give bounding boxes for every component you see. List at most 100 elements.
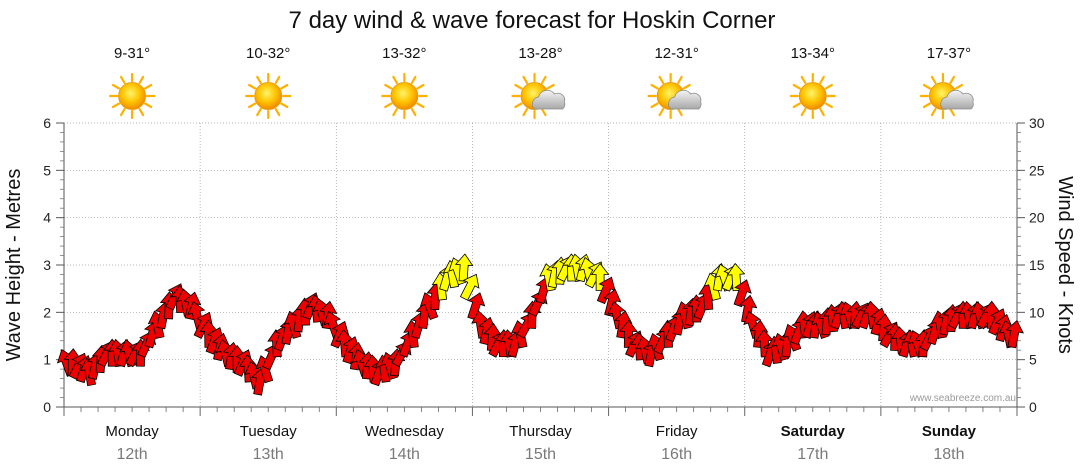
y-tick-label-right: 0 [1029,399,1037,415]
day-date-label: 13th [253,446,284,463]
temperature-label: 13-34° [791,45,835,62]
sun-ray [143,102,153,109]
sun-ray [658,107,665,117]
temperature-label: 13-28° [518,45,562,62]
day-date-label: 15th [525,446,556,463]
sun-ray [138,107,145,117]
y-tick-label-right: 30 [1029,115,1045,131]
temperature-label: 17-37° [927,45,971,62]
sun-disc [390,82,419,110]
wind-arrow [603,288,622,317]
day-name-label: Sunday [922,423,977,440]
cloud-body [940,89,974,110]
wind-arrow [1005,319,1024,349]
sun-ray [384,102,393,109]
sun-ray [274,75,281,85]
wind-arrow [454,253,474,282]
cloud-body [531,89,566,110]
sun-ray [138,75,145,85]
day-name-label: Friday [656,423,698,440]
sun-ray [119,107,126,117]
day-date-label: 12th [117,446,148,463]
credit-text: www.seabreeze.com.au [909,393,1016,404]
y-tick-label-left: 0 [43,399,51,415]
sun-ray [410,75,417,85]
y-tick-label-right: 20 [1029,210,1045,226]
sun-ray [792,83,801,90]
sun-ray [677,75,683,85]
sun-ray [824,102,833,109]
partly-cloudy-icon [647,72,702,120]
sun-icon [108,72,156,120]
sun-ray [280,102,289,109]
sun-ray [650,102,659,109]
sun-ray [819,75,825,85]
cloud-shape [940,89,974,110]
sun-ray [522,107,529,117]
sun-ray [111,102,121,109]
sun-icon [245,72,292,120]
sun-disc [798,82,827,110]
sun-ray [540,107,547,117]
y-tick-label-right: 5 [1029,352,1037,368]
sun-ray [514,83,523,90]
sun-ray [930,75,937,85]
day-name-label: Monday [105,423,159,440]
sun-ray [819,107,825,117]
cloud-body [668,89,702,110]
sun-ray [922,83,932,90]
sun-ray [416,83,425,90]
wind-arrows [56,253,1024,396]
temperature-label: 10-32° [246,45,290,62]
sun-disc [118,82,146,110]
y-tick-label-left: 5 [43,162,51,178]
weather-icon-row [108,72,974,120]
day-date-label: 17th [797,446,828,463]
sun-ray [514,102,523,109]
sun-ray [949,107,956,117]
partly-cloudy-icon [919,72,974,120]
day-name-label: Tuesday [240,423,297,440]
sun-ray [119,75,126,85]
axes: 0 1 2 3 4 5 6 0 5 10 15 20 25 30 [43,115,1045,416]
sun-ray [540,75,547,85]
sun-ray [384,83,393,90]
day-name-label: Thursday [509,423,572,440]
y-tick-label-left: 3 [43,257,51,273]
wind-arrow [590,262,610,291]
sun-ray [800,107,807,117]
y-axis-label-right: Wind Speed - Knots [1054,176,1076,354]
sun-ray [256,107,262,117]
sun-ray [143,83,153,90]
sun-ray [658,75,665,85]
sun-ray [930,107,937,117]
wind-arrow [733,279,752,308]
sun-ray [280,83,289,90]
y-tick-label-left: 6 [43,115,51,131]
sun-ray [949,75,956,85]
temperature-label: 12-31° [654,45,698,62]
sun-ray [248,83,257,90]
day-name-label: Wednesday [365,423,444,440]
sun-ray [954,83,964,90]
wind-arrow [459,273,480,301]
sun-ray [248,102,257,109]
cloud-shape [668,89,702,110]
sun-ray [410,107,417,117]
y-tick-label-left: 1 [43,352,51,368]
sun-ray [824,83,833,90]
temperature-label: 13-32° [382,45,426,62]
day-date-label: 16th [661,446,692,463]
sun-ray [792,102,801,109]
sun-ray [522,75,529,85]
y-tick-label-right: 15 [1029,257,1045,273]
day-labels: Monday 12th Tuesday 13th Wednesday 14th Thursd… [105,423,976,463]
chart-title: 7 day wind & wave forecast for Hoskin Co… [289,7,776,34]
sun-ray [922,102,932,109]
sun-ray [416,102,425,109]
partly-cloudy-icon [511,72,566,120]
cloud-shape [531,89,566,110]
y-tick-label-left: 4 [43,210,51,226]
sun-ray [392,75,398,85]
